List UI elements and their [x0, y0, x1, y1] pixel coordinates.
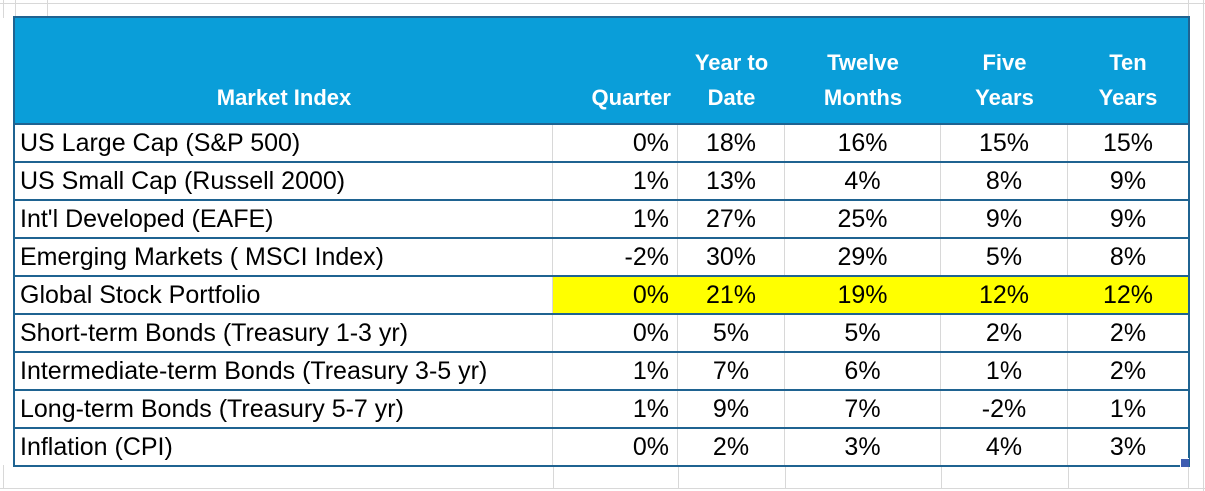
row-label-cell[interactable]: US Large Cap (S&P 500) — [15, 125, 553, 161]
table-row-highlighted: Global Stock Portfolio 0% 21% 19% 12% 12… — [15, 275, 1188, 313]
ten-years-cell[interactable]: 8% — [1109, 243, 1147, 271]
table-row: Long-term Bonds (Treasury 5-7 yr) 1% 9% … — [15, 389, 1188, 427]
gridline-col-far-right — [1203, 0, 1204, 491]
five-years-cell[interactable]: 4% — [941, 429, 1068, 465]
gridline-col-f-bottom — [941, 465, 942, 489]
ten-years-cell[interactable]: 1% — [1109, 395, 1147, 423]
twelve-months-cell[interactable]: 5% — [785, 315, 941, 351]
five-years-cell[interactable]: 15% — [941, 125, 1068, 161]
twelve-months-cell[interactable]: 25% — [785, 201, 941, 237]
five-years-cell[interactable]: 2% — [941, 315, 1068, 351]
twelve-months-cell[interactable]: 7% — [785, 391, 941, 427]
quarter-cell[interactable]: 1% — [553, 353, 678, 389]
ytd-cell[interactable]: 18% — [678, 125, 785, 161]
ten-years-cell[interactable]: 2% — [1109, 357, 1147, 385]
five-years-cell[interactable]: 1% — [941, 353, 1068, 389]
ten-years-cell[interactable]: 15% — [1102, 129, 1154, 157]
gridline-col-g-bottom — [1068, 465, 1069, 489]
twelve-months-cell[interactable]: 6% — [785, 353, 941, 389]
ten-years-cell[interactable]: 2% — [1109, 319, 1147, 347]
row-label-cell[interactable]: Long-term Bonds (Treasury 5-7 yr) — [15, 391, 553, 427]
gridline-row-bottom — [0, 488, 1205, 489]
header-label: Year to — [694, 50, 769, 75]
table-row: Emerging Markets ( MSCI Index) -2% 30% 2… — [15, 237, 1188, 275]
five-years-cell[interactable]: 8% — [941, 163, 1068, 199]
table-row: Intermediate-term Bonds (Treasury 3-5 yr… — [15, 351, 1188, 389]
header-cell-year-to-date[interactable]: Year to Date — [678, 18, 785, 123]
header-label: Five — [982, 50, 1027, 75]
header-label: Twelve — [827, 50, 899, 75]
row-label-cell[interactable]: Inflation (CPI) — [15, 429, 553, 465]
header-label: Ten — [1109, 50, 1147, 75]
five-years-cell[interactable]: 9% — [941, 201, 1068, 237]
quarter-cell[interactable]: 0% — [553, 429, 678, 465]
performance-table: Market Index Quarter Year to Date Twelve… — [13, 16, 1190, 467]
twelve-months-cell[interactable]: 29% — [785, 239, 941, 275]
table-header-row: Market Index Quarter Year to Date Twelve… — [15, 18, 1188, 123]
gridline-col-right-top — [1188, 0, 1189, 18]
row-label-cell[interactable]: Int'l Developed (EAFE) — [15, 201, 553, 237]
twelve-months-cell[interactable]: 4% — [785, 163, 941, 199]
quarter-cell[interactable]: 0% — [553, 277, 678, 313]
five-years-cell[interactable]: 5% — [941, 239, 1068, 275]
row-label-cell[interactable]: US Small Cap (Russell 2000) — [15, 163, 553, 199]
twelve-months-cell[interactable]: 19% — [785, 277, 941, 313]
quarter-cell[interactable]: 1% — [553, 163, 678, 199]
quarter-cell[interactable]: 0% — [553, 125, 678, 161]
ytd-cell[interactable]: 7% — [678, 353, 785, 389]
five-years-cell[interactable]: -2% — [941, 391, 1068, 427]
header-label: Market Index — [216, 85, 352, 110]
ytd-cell[interactable]: 21% — [678, 277, 785, 313]
header-cell-quarter[interactable]: Quarter — [553, 18, 678, 123]
table-row: Short-term Bonds (Treasury 1-3 yr) 0% 5%… — [15, 313, 1188, 351]
gridline-col-h-bottom — [1188, 465, 1189, 489]
gridline-col-left-top — [3, 0, 4, 18]
header-label: Years — [975, 85, 1034, 110]
table-row: Int'l Developed (EAFE) 1% 27% 25% 9% 9% — [15, 199, 1188, 237]
row-label-cell[interactable]: Short-term Bonds (Treasury 1-3 yr) — [15, 315, 553, 351]
ytd-cell[interactable]: 27% — [678, 201, 785, 237]
header-label: Date — [707, 85, 756, 110]
header-label: Quarter — [591, 85, 671, 110]
ytd-cell[interactable]: 13% — [678, 163, 785, 199]
fill-handle[interactable] — [1180, 458, 1189, 467]
ytd-cell[interactable]: 5% — [678, 315, 785, 351]
row-label-cell[interactable]: Global Stock Portfolio — [15, 277, 553, 313]
header-cell-five-years[interactable]: Five Years — [941, 18, 1068, 123]
gridline-col-left-bottom — [3, 465, 4, 489]
gridline-row-top — [0, 3, 1205, 4]
ytd-cell[interactable]: 9% — [678, 391, 785, 427]
table-row: Inflation (CPI) 0% 2% 3% 4% 3% — [15, 427, 1188, 465]
header-label: Months — [823, 85, 903, 110]
gridline-col-c-bottom — [553, 465, 554, 489]
twelve-months-cell[interactable]: 3% — [785, 429, 941, 465]
ytd-cell[interactable]: 2% — [678, 429, 785, 465]
quarter-cell[interactable]: 1% — [553, 391, 678, 427]
gridline-col-d-bottom — [678, 465, 679, 489]
ten-years-cell[interactable]: 9% — [1109, 205, 1147, 233]
ten-years-cell[interactable]: 9% — [1109, 167, 1147, 195]
quarter-cell[interactable]: 0% — [553, 315, 678, 351]
row-label-cell[interactable]: Intermediate-term Bonds (Treasury 3-5 yr… — [15, 353, 553, 389]
header-cell-twelve-months[interactable]: Twelve Months — [785, 18, 941, 123]
row-label-cell[interactable]: Emerging Markets ( MSCI Index) — [15, 239, 553, 275]
gridline-col-a-top — [15, 0, 16, 18]
gridline-col-b-top — [47, 0, 48, 18]
header-cell-market-index[interactable]: Market Index — [15, 18, 553, 123]
header-cell-ten-years[interactable]: Ten Years — [1068, 18, 1188, 123]
five-years-cell[interactable]: 12% — [941, 277, 1068, 313]
quarter-cell[interactable]: 1% — [553, 201, 678, 237]
gridline-col-e-bottom — [785, 465, 786, 489]
ytd-cell[interactable]: 30% — [678, 239, 785, 275]
ten-years-cell[interactable]: 12% — [1068, 277, 1188, 313]
table-row: US Large Cap (S&P 500) 0% 18% 16% 15% 15… — [15, 123, 1188, 161]
table-row: US Small Cap (Russell 2000) 1% 13% 4% 8%… — [15, 161, 1188, 199]
twelve-months-cell[interactable]: 16% — [785, 125, 941, 161]
ten-years-cell[interactable]: 3% — [1109, 433, 1147, 461]
header-label: Years — [1098, 85, 1158, 110]
quarter-cell[interactable]: -2% — [553, 239, 678, 275]
